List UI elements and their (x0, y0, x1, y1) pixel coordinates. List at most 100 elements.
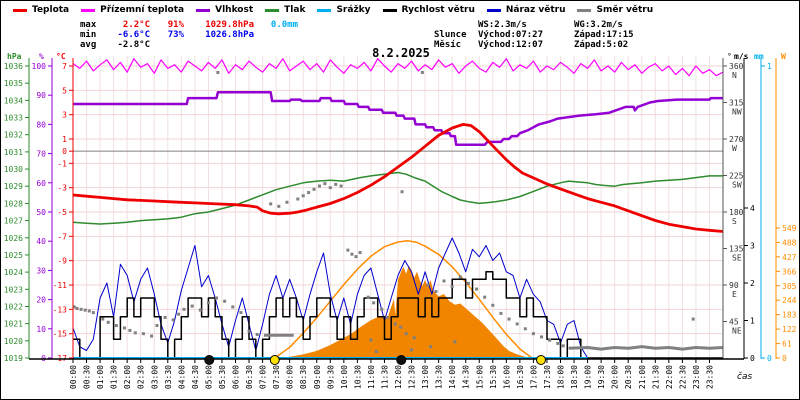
legend-item-6: Náraz větru (486, 5, 565, 15)
svg-text:NE: NE (732, 327, 742, 336)
axis-mm: mm1 0 (754, 52, 772, 363)
moon-row: Měsíc Východ:12:07 Západ:5:02 (434, 40, 670, 50)
svg-text:1028: 1028 (4, 199, 23, 208)
legend-color-dash (196, 8, 211, 12)
svg-text:-1: -1 (57, 159, 67, 168)
x-tick-label: 12:30 (408, 365, 417, 389)
x-axis-label: čas (737, 371, 752, 382)
svg-text:1034: 1034 (4, 96, 23, 105)
svg-text:1: 1 (750, 317, 755, 326)
svg-text:60: 60 (36, 179, 46, 188)
axis-unit-pct: % (39, 52, 44, 61)
svg-text:549: 549 (782, 224, 797, 233)
x-tick-label: 11:00 (367, 365, 376, 389)
wind-sun-stats: WS:2.3m/s WG:3.2m/s Slunce Východ:07:27 … (434, 20, 670, 50)
svg-text:1: 1 (767, 62, 772, 71)
moon-rise-icon (396, 355, 407, 365)
x-tick-label: 16:00 (502, 365, 511, 389)
min-humidity: 73% (167, 30, 184, 40)
svg-text:20: 20 (36, 296, 46, 305)
x-tick-label: 10:00 (340, 365, 349, 389)
legend-item-4: Srážky (317, 5, 371, 15)
x-tick-label: 19:00 (584, 365, 593, 389)
x-tick-label: 02:00 (123, 365, 132, 389)
svg-text:1021: 1021 (4, 320, 23, 329)
svg-text:NW: NW (732, 108, 742, 117)
svg-text:1033: 1033 (4, 114, 23, 123)
svg-text:2: 2 (750, 279, 755, 288)
svg-text:183: 183 (782, 311, 797, 320)
series-solar-mereni (278, 265, 534, 358)
x-tick-label: 14:30 (462, 365, 471, 389)
legend-item-0: Teplota (13, 5, 69, 15)
svg-text:30: 30 (36, 266, 46, 275)
legend-color-dash (81, 8, 96, 12)
x-tick-label: 19:30 (597, 365, 606, 389)
legend-item-3: Tlak (265, 5, 305, 15)
x-tick-label: 16:30 (516, 365, 525, 389)
summary-row-avg: avg -2.8°C (80, 40, 298, 50)
legend-item-1: Přízemní teplota (81, 5, 184, 15)
x-tick-label: 06:00 (232, 365, 241, 389)
sun-row: Slunce Východ:07:27 Západ:17:15 (434, 30, 670, 40)
svg-text:122: 122 (782, 325, 797, 334)
axis-time: 00:00 00:30 01:00 01:30 02:00 02:30 03:00 03:30… (29, 358, 752, 389)
axis-unit-mm: mm (754, 52, 764, 61)
x-tick-label: 11:30 (380, 365, 389, 389)
series-solar-teoreticke (274, 240, 533, 359)
svg-text:225: 225 (729, 172, 744, 181)
min-temp: -6.6°C (117, 30, 150, 40)
axis-ms: m/s 4 3 2 1 0 (734, 52, 755, 363)
sunset-icon (536, 355, 546, 365)
svg-text:-13: -13 (53, 305, 68, 314)
legend-label: Směr větru (596, 5, 654, 15)
svg-text:1022: 1022 (4, 302, 23, 311)
svg-text:45: 45 (729, 318, 739, 327)
max-precip: 0.0mm (270, 20, 298, 30)
x-tick-label: 09:00 (313, 365, 322, 389)
wind-row: WS:2.3m/s WG:3.2m/s (434, 20, 670, 30)
series-prizemni-teplota (72, 58, 724, 77)
x-tick-label: 05:30 (218, 365, 227, 389)
x-tick-label: 13:00 (421, 365, 430, 389)
sunset-time: Západ:17:15 (574, 30, 634, 40)
svg-text:7: 7 (62, 62, 67, 71)
axis-pct: %1009080706050403020100 (32, 52, 53, 363)
x-tick-label: 18:00 (557, 365, 566, 389)
svg-text:-15: -15 (53, 330, 68, 339)
axis-w: W 549 488 427 366 305 244 183 122 61 0 (775, 52, 797, 363)
axis-unit-w: W (781, 52, 786, 61)
svg-text:E: E (732, 290, 737, 299)
svg-text:305: 305 (782, 282, 797, 291)
axis-unit-ms: m/s (734, 52, 749, 61)
sun-label: Slunce (434, 30, 467, 40)
x-tick-label: 14:00 (448, 365, 457, 389)
x-tick-label: 09:30 (326, 365, 335, 389)
legend-color-dash (13, 8, 27, 12)
legend-label: Srážky (336, 5, 371, 15)
svg-text:1: 1 (62, 135, 67, 144)
svg-text:100: 100 (32, 62, 47, 71)
x-tick-label: 20:00 (611, 365, 620, 389)
svg-text:366: 366 (782, 267, 797, 276)
x-tick-label: 17:30 (543, 365, 552, 389)
x-tick-label: 12:00 (394, 365, 403, 389)
x-tick-label: 00:30 (83, 365, 92, 389)
wind-speed-stat: WS:2.3m/s (478, 20, 527, 30)
svg-text:10: 10 (36, 325, 46, 334)
legend-item-7: Směr větru (577, 5, 653, 15)
svg-text:1024: 1024 (4, 268, 23, 277)
sunrise-time: Východ:07:27 (478, 30, 544, 40)
svg-text:0: 0 (782, 354, 787, 363)
moon-set-icon (204, 355, 215, 365)
svg-text:1036: 1036 (4, 62, 23, 71)
wind-direction-dots (72, 70, 695, 354)
x-tick-label: 15:00 (475, 365, 484, 389)
x-tick-label: 08:00 (286, 365, 295, 389)
svg-text:1020: 1020 (4, 337, 23, 346)
x-tick-label: 23:00 (692, 365, 701, 389)
svg-text:40: 40 (36, 237, 46, 246)
